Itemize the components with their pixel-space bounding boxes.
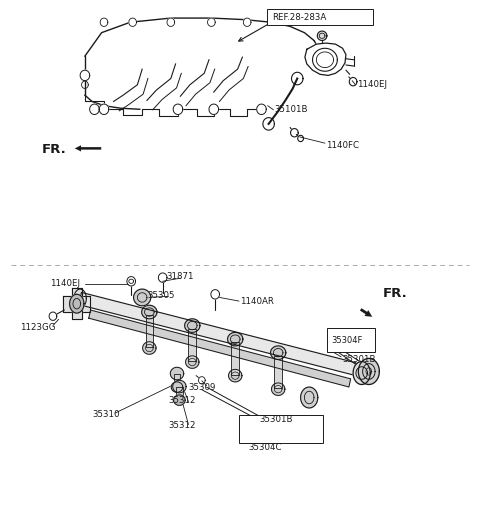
Polygon shape (173, 380, 186, 393)
Bar (176, 387, 183, 399)
Polygon shape (174, 395, 185, 406)
Text: 35304F: 35304F (332, 336, 363, 345)
Polygon shape (79, 292, 356, 375)
Bar (275, 356, 282, 388)
Polygon shape (228, 369, 242, 382)
Polygon shape (257, 104, 266, 114)
Polygon shape (63, 296, 90, 311)
Polygon shape (312, 48, 337, 71)
Polygon shape (300, 387, 318, 408)
Text: 1140EJ: 1140EJ (357, 80, 387, 89)
Polygon shape (89, 310, 350, 387)
Text: 1140EJ: 1140EJ (50, 279, 80, 288)
Polygon shape (100, 18, 108, 26)
Text: 35312: 35312 (168, 421, 196, 430)
Polygon shape (171, 382, 183, 392)
Polygon shape (170, 367, 184, 380)
Polygon shape (185, 319, 200, 332)
Text: 35301B: 35301B (343, 355, 376, 365)
Text: FR.: FR. (42, 144, 67, 157)
Polygon shape (90, 104, 99, 114)
Polygon shape (49, 312, 57, 320)
Text: 31871: 31871 (166, 272, 193, 281)
Polygon shape (127, 277, 135, 286)
Polygon shape (211, 290, 219, 299)
Polygon shape (317, 31, 327, 40)
Polygon shape (70, 294, 84, 313)
Text: 1123GG: 1123GG (21, 323, 56, 332)
Polygon shape (158, 273, 167, 282)
Polygon shape (228, 332, 243, 346)
Polygon shape (72, 288, 82, 319)
Polygon shape (173, 104, 183, 114)
Text: 1140AR: 1140AR (240, 297, 274, 305)
Polygon shape (199, 377, 205, 384)
Polygon shape (290, 128, 298, 137)
Polygon shape (74, 289, 86, 308)
Polygon shape (272, 383, 285, 396)
Polygon shape (167, 18, 175, 26)
Polygon shape (305, 43, 346, 75)
Polygon shape (263, 117, 275, 130)
Polygon shape (142, 305, 157, 319)
Polygon shape (353, 362, 370, 385)
FancyBboxPatch shape (267, 9, 372, 25)
Polygon shape (143, 342, 156, 354)
Bar (145, 315, 153, 347)
Text: 35310: 35310 (92, 410, 120, 419)
Polygon shape (99, 104, 109, 114)
Polygon shape (349, 78, 357, 86)
Polygon shape (186, 356, 199, 368)
Bar (231, 342, 239, 375)
Bar (189, 329, 196, 361)
Text: FR.: FR. (383, 287, 408, 300)
Text: 35305: 35305 (147, 291, 174, 300)
Polygon shape (291, 72, 303, 85)
Polygon shape (207, 18, 215, 26)
Text: 35301B: 35301B (259, 416, 293, 424)
FancyBboxPatch shape (239, 415, 323, 443)
Polygon shape (80, 70, 90, 81)
Polygon shape (133, 289, 151, 306)
Bar (174, 374, 180, 386)
Text: 35304C: 35304C (248, 443, 282, 452)
FancyBboxPatch shape (327, 328, 375, 352)
Text: 35312: 35312 (168, 396, 196, 405)
Polygon shape (298, 135, 303, 141)
Polygon shape (271, 346, 286, 359)
Text: REF.28-283A: REF.28-283A (273, 13, 327, 22)
Polygon shape (359, 358, 379, 385)
Polygon shape (129, 18, 136, 26)
Text: 35101B: 35101B (275, 105, 308, 114)
Polygon shape (243, 18, 251, 26)
Text: 35309: 35309 (189, 383, 216, 391)
Polygon shape (209, 104, 218, 114)
Text: 1140FC: 1140FC (326, 141, 359, 150)
